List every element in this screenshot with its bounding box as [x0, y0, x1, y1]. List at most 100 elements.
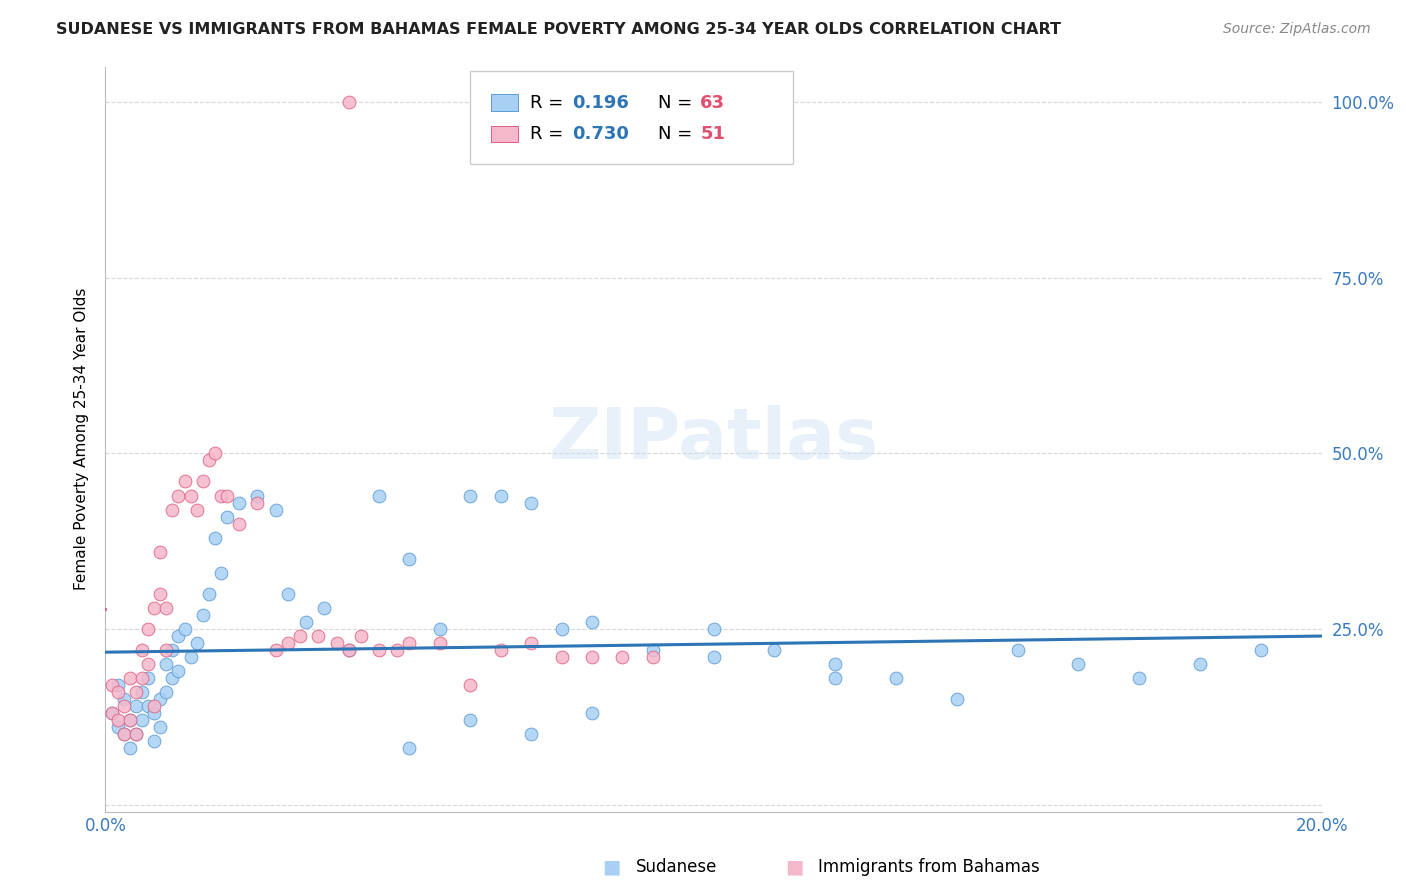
Point: [125, 699, 148, 714]
FancyBboxPatch shape: [470, 70, 793, 164]
Point: [398, 636, 420, 650]
Point: [641, 643, 664, 657]
Text: Sudanese: Sudanese: [636, 858, 717, 876]
Point: [209, 566, 232, 580]
Text: N =: N =: [658, 125, 697, 143]
Point: [264, 502, 287, 516]
Point: [143, 601, 166, 615]
Point: [228, 495, 250, 509]
FancyBboxPatch shape: [491, 95, 517, 111]
Point: [209, 489, 232, 503]
Point: [337, 643, 360, 657]
Point: [295, 615, 318, 629]
Point: [155, 643, 177, 657]
Point: [228, 516, 250, 531]
Point: [702, 622, 725, 636]
Point: [458, 489, 481, 503]
Point: [136, 671, 159, 685]
Point: [112, 699, 135, 714]
Point: [288, 629, 311, 643]
Point: [217, 489, 239, 503]
Point: [198, 587, 221, 601]
Point: [173, 622, 195, 636]
Point: [100, 706, 122, 721]
Text: Immigrants from Bahamas: Immigrants from Bahamas: [818, 858, 1040, 876]
Point: [186, 636, 208, 650]
Point: [398, 551, 420, 566]
Point: [337, 95, 360, 109]
Point: [520, 495, 543, 509]
Point: [945, 692, 967, 706]
Point: [277, 636, 299, 650]
Point: [136, 657, 159, 672]
Point: [520, 727, 543, 741]
Point: [458, 714, 481, 728]
Point: [118, 741, 141, 756]
Point: [173, 475, 195, 489]
Point: [186, 502, 208, 516]
Point: [368, 489, 391, 503]
Point: [641, 650, 664, 665]
Point: [489, 489, 512, 503]
Point: [112, 727, 135, 741]
Text: N =: N =: [658, 94, 697, 112]
Point: [277, 587, 299, 601]
Point: [581, 615, 603, 629]
Point: [167, 489, 190, 503]
Point: [368, 643, 391, 657]
Point: [155, 601, 177, 615]
Point: [125, 727, 148, 741]
Point: [612, 650, 634, 665]
Point: [107, 685, 129, 699]
Point: [824, 671, 846, 685]
Point: [337, 643, 360, 657]
Point: [350, 629, 373, 643]
Point: [884, 671, 907, 685]
Point: [702, 650, 725, 665]
Point: [118, 714, 141, 728]
Point: [198, 453, 221, 467]
Point: [162, 643, 184, 657]
Text: 51: 51: [700, 125, 725, 143]
Point: [458, 678, 481, 692]
Y-axis label: Female Poverty Among 25-34 Year Olds: Female Poverty Among 25-34 Year Olds: [75, 288, 90, 591]
Point: [118, 714, 141, 728]
Point: [387, 643, 409, 657]
Point: [136, 622, 159, 636]
Point: [131, 685, 153, 699]
Point: [167, 664, 190, 678]
Point: [118, 671, 141, 685]
FancyBboxPatch shape: [491, 126, 517, 142]
Point: [246, 489, 269, 503]
Point: [131, 671, 153, 685]
Point: [264, 643, 287, 657]
Point: [1188, 657, 1211, 672]
Text: SUDANESE VS IMMIGRANTS FROM BAHAMAS FEMALE POVERTY AMONG 25-34 YEAR OLDS CORRELA: SUDANESE VS IMMIGRANTS FROM BAHAMAS FEMA…: [56, 22, 1062, 37]
Point: [107, 678, 129, 692]
Point: [398, 741, 420, 756]
Point: [429, 636, 451, 650]
Point: [520, 636, 543, 650]
Point: [1250, 643, 1272, 657]
Point: [489, 643, 512, 657]
Point: [155, 657, 177, 672]
Point: [112, 727, 135, 741]
Point: [581, 706, 603, 721]
Text: R =: R =: [530, 125, 569, 143]
Point: [162, 671, 184, 685]
Point: [217, 509, 239, 524]
Text: ZIPatlas: ZIPatlas: [548, 405, 879, 474]
Text: R =: R =: [530, 94, 569, 112]
Point: [149, 545, 172, 559]
Point: [550, 650, 572, 665]
Point: [149, 720, 172, 734]
Point: [325, 636, 347, 650]
Text: 63: 63: [700, 94, 725, 112]
Point: [180, 489, 202, 503]
Point: [1007, 643, 1029, 657]
Point: [763, 643, 786, 657]
Point: [429, 622, 451, 636]
Point: [143, 706, 166, 721]
Text: Source: ZipAtlas.com: Source: ZipAtlas.com: [1223, 22, 1371, 37]
Point: [180, 650, 202, 665]
